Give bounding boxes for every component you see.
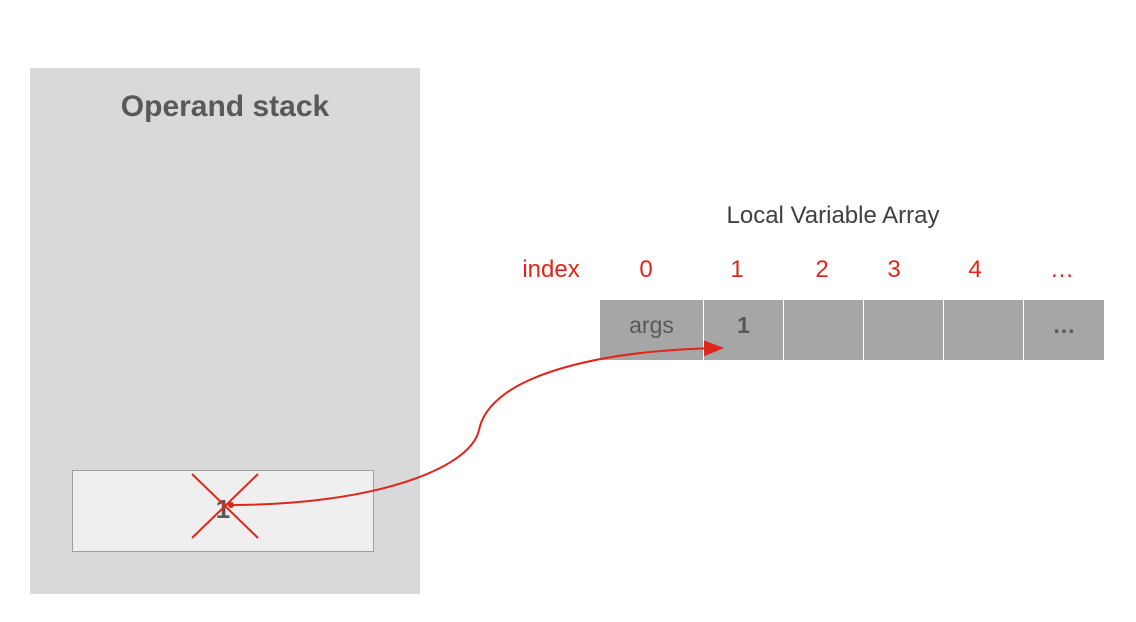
operand-stack-slot: 1 [72, 470, 374, 552]
index-ellipsis: … [1050, 256, 1074, 283]
index-label: index [522, 256, 580, 283]
array-cell-2 [784, 300, 864, 360]
index-number-4: 4 [968, 256, 982, 283]
index-number-3: 3 [887, 256, 901, 283]
array-cell-0: args [600, 300, 704, 360]
operand-stack-title: Operand stack [120, 90, 330, 123]
local-variable-array-title: Local Variable Array [726, 202, 940, 229]
array-cell-1: 1 [704, 300, 784, 360]
index-number-0: 0 [639, 256, 653, 283]
array-cell-ellipsis: … [1024, 300, 1104, 360]
operand-stack-value: 1 [215, 494, 231, 524]
array-cell-4 [944, 300, 1024, 360]
index-number-2: 2 [815, 256, 829, 283]
array-cell-3 [864, 300, 944, 360]
index-number-1: 1 [730, 256, 744, 283]
